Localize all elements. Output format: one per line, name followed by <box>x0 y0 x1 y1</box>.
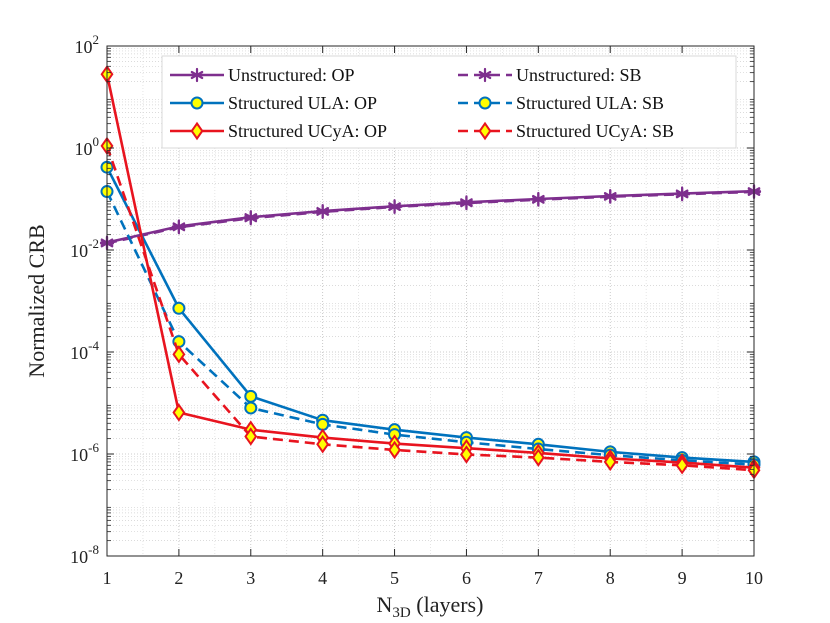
x-tick-label: 5 <box>390 568 399 588</box>
legend: Unstructured: OP Structured ULA: OP Struct… <box>161 55 737 149</box>
x-tick-label: 2 <box>174 568 183 588</box>
y-tick-label: 102 <box>75 32 100 57</box>
x-tick-label: 8 <box>606 568 615 588</box>
data-point <box>244 401 258 415</box>
data-point <box>387 199 402 214</box>
data-point <box>477 67 493 83</box>
legend-label: Structured ULA: SB <box>516 93 664 113</box>
series-line <box>106 190 755 245</box>
y-axis-label: Normalized CRB <box>24 224 49 377</box>
legend-entry: Structured ULA: SB <box>458 93 664 113</box>
tick-labels: 1 2 3 4 5 6 7 8 9 10 10-8 10-6 10-4 10-2 100 102 <box>70 32 763 588</box>
data-point <box>675 187 690 202</box>
data-point <box>478 121 492 141</box>
legend-box <box>161 55 737 149</box>
data-point <box>531 192 546 207</box>
x-tick-label: 4 <box>318 568 327 588</box>
data-point <box>243 211 258 226</box>
plot-frame <box>106 45 755 557</box>
legend-label: Structured UCyA: SB <box>516 121 674 141</box>
x-tick-label: 3 <box>246 568 255 588</box>
data-point <box>478 96 492 110</box>
data-point <box>603 452 617 472</box>
data-point <box>172 403 186 422</box>
data-point <box>171 220 186 235</box>
x-tick-label: 6 <box>462 568 471 588</box>
data-point <box>172 301 186 315</box>
data-point <box>172 345 186 364</box>
y-tick-label: 10-8 <box>70 542 99 567</box>
data-point <box>244 427 258 446</box>
axis-ticks <box>106 45 755 557</box>
data-point <box>315 204 330 219</box>
x-tick-label: 7 <box>534 568 543 588</box>
legend-entry: Structured ULA: OP <box>170 93 377 113</box>
x-tick-label: 9 <box>678 568 687 588</box>
data-point <box>675 456 689 475</box>
data-point <box>316 435 330 454</box>
data-point <box>531 448 545 467</box>
data-point <box>459 445 473 464</box>
x-tick-label: 1 <box>103 568 112 588</box>
data-point <box>316 417 330 431</box>
legend-entry: Structured UCyA: SB <box>458 121 674 141</box>
series-line <box>105 166 755 464</box>
legend-label: Unstructured: OP <box>228 65 354 85</box>
data-point <box>388 440 402 460</box>
legend-label: Unstructured: SB <box>516 65 642 85</box>
data-point <box>190 96 204 110</box>
legend-label: Structured UCyA: OP <box>228 121 387 141</box>
series-line <box>105 73 755 469</box>
y-tick-label: 100 <box>75 134 100 159</box>
legend-entry: Structured UCyA: OP <box>170 121 387 141</box>
legend-entry: Unstructured: SB <box>458 65 642 85</box>
data-point <box>189 67 205 83</box>
data-point <box>190 121 204 141</box>
series-line <box>105 145 755 472</box>
legend-entry: Unstructured: OP <box>170 65 354 85</box>
y-tick-label: 10-2 <box>70 236 99 261</box>
legend-label: Structured ULA: OP <box>228 93 377 113</box>
data-point <box>244 389 258 403</box>
series <box>99 184 762 251</box>
series-line <box>105 190 755 466</box>
data-point <box>459 196 474 211</box>
y-tick-label: 10-6 <box>70 440 99 465</box>
x-tick-label: 10 <box>745 568 763 588</box>
series-layer <box>99 64 762 480</box>
y-tick-label: 10-4 <box>70 338 99 363</box>
data-point <box>603 189 618 204</box>
x-axis-label: N3D (layers) <box>377 592 484 621</box>
